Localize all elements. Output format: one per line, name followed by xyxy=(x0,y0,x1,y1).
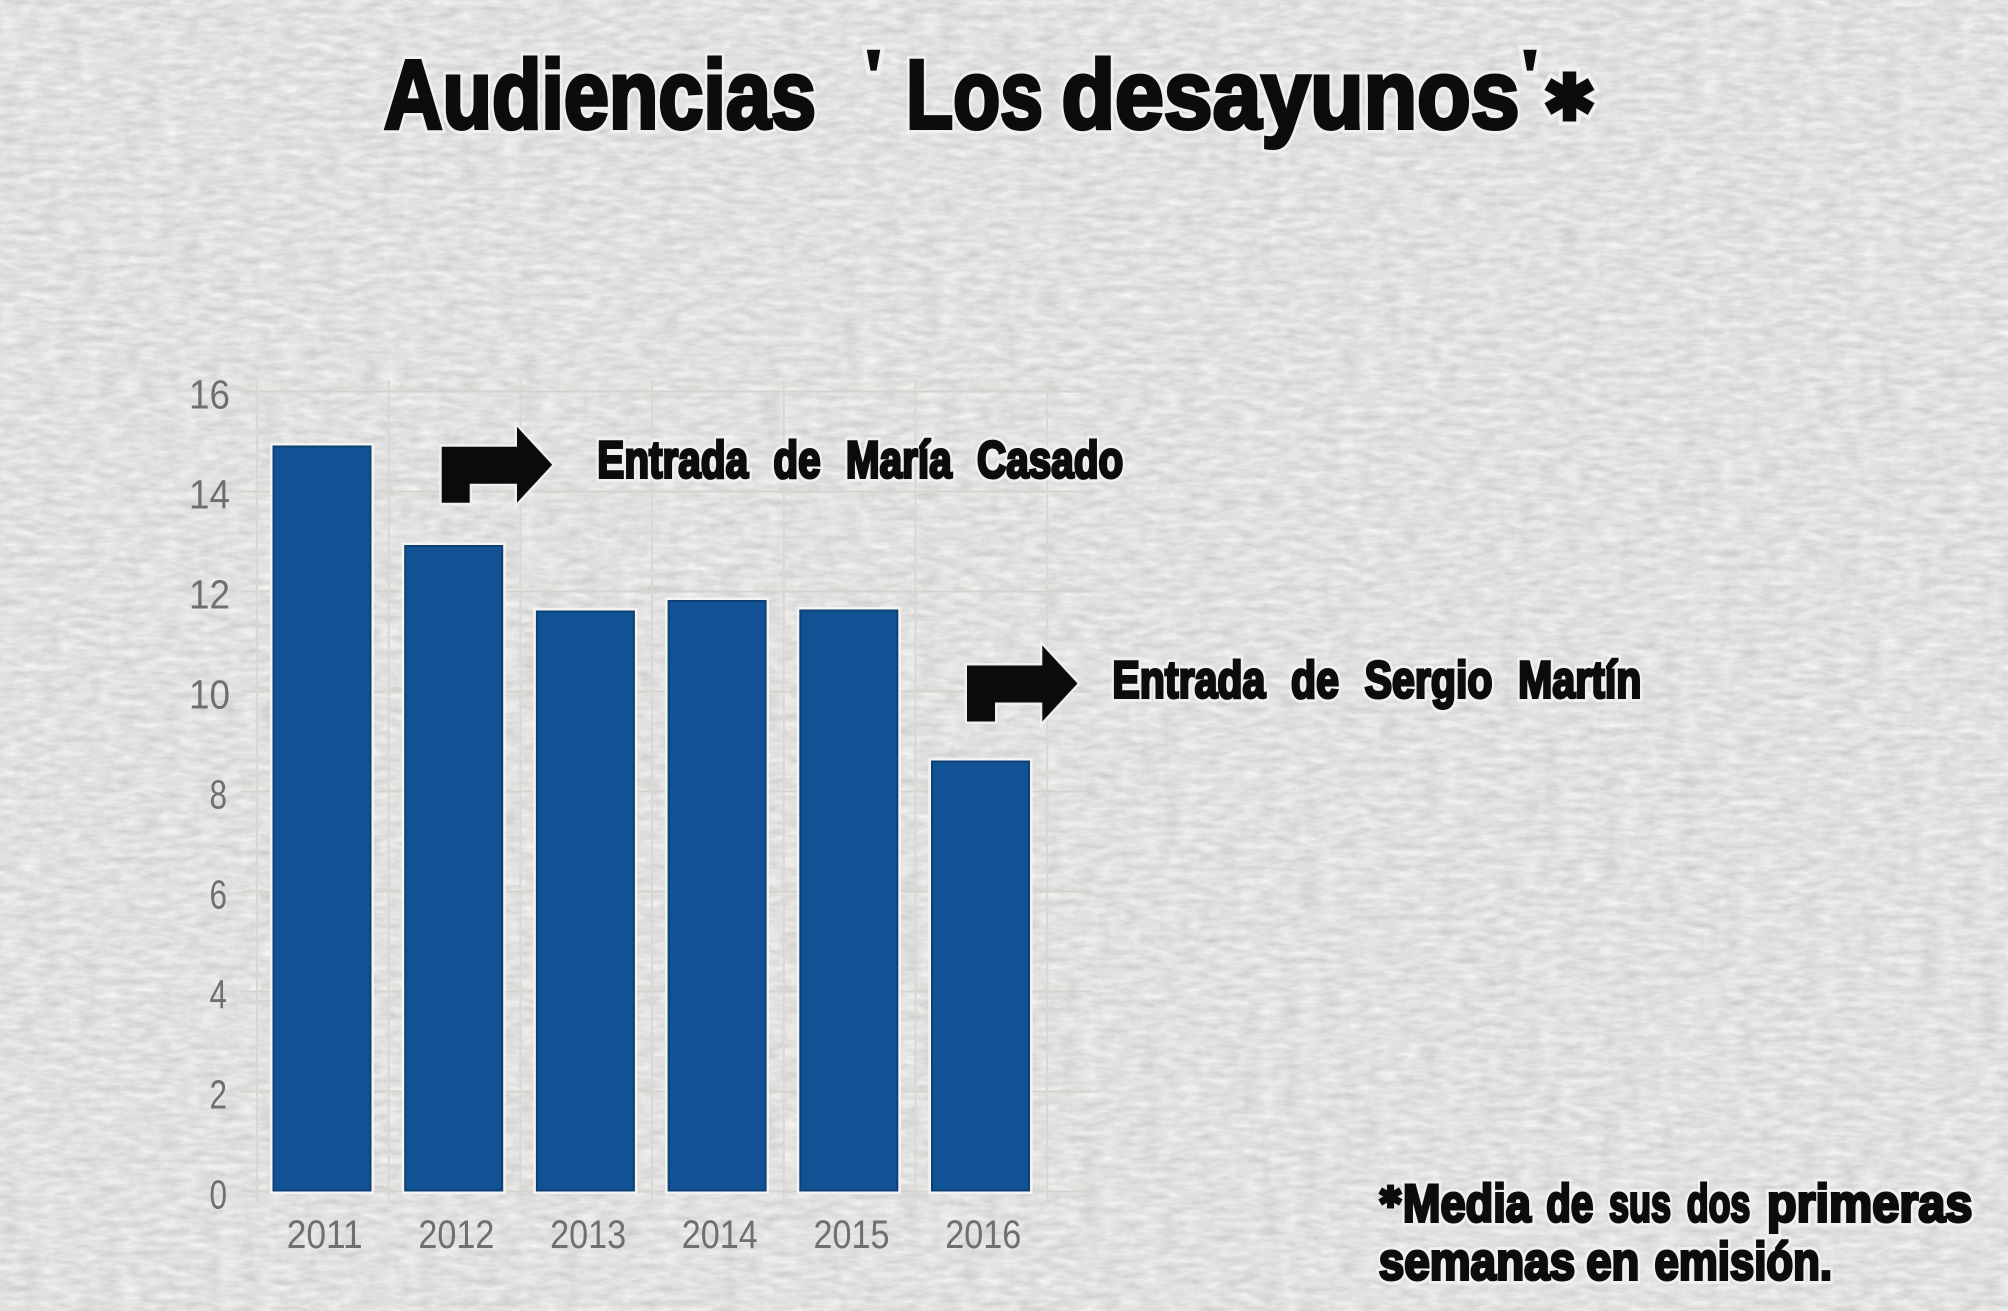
svg-text:Entrada de María Casado: Entrada de María Casado xyxy=(597,431,1123,489)
svg-text:2013: 2013 xyxy=(550,1213,626,1257)
svg-text:Audiencias: Audiencias xyxy=(384,40,816,149)
svg-text:12: 12 xyxy=(189,572,230,618)
svg-text:2016: 2016 xyxy=(945,1213,1021,1257)
svg-text:Entrada de Sergio Martín: Entrada de Sergio Martín xyxy=(1112,652,1641,710)
svg-text:sus: sus xyxy=(1609,1175,1671,1234)
svg-text:6: 6 xyxy=(210,872,228,918)
svg-text:Media: Media xyxy=(1403,1175,1531,1234)
svg-text:en: en xyxy=(1586,1233,1639,1292)
svg-text:emisión.: emisión. xyxy=(1655,1233,1833,1292)
svg-text:4: 4 xyxy=(210,972,228,1018)
svg-text:en: en xyxy=(1586,1233,1639,1292)
svg-text:Los: Los xyxy=(906,40,1043,149)
svg-text:16: 16 xyxy=(189,372,230,418)
svg-text:semanas: semanas xyxy=(1379,1233,1576,1292)
svg-text:Los: Los xyxy=(906,40,1043,149)
svg-text:desayunos: desayunos xyxy=(1062,40,1520,149)
svg-text:14: 14 xyxy=(189,472,230,518)
svg-text:Audiencias: Audiencias xyxy=(384,40,816,149)
svg-text:de: de xyxy=(1546,1175,1593,1234)
svg-text:2015: 2015 xyxy=(814,1213,890,1257)
svg-text:2: 2 xyxy=(210,1072,228,1118)
svg-text:sus: sus xyxy=(1609,1175,1671,1234)
svg-text:primeras: primeras xyxy=(1767,1175,1973,1234)
svg-text:2014: 2014 xyxy=(682,1213,758,1257)
svg-text:Entrada de Sergio Martín: Entrada de Sergio Martín xyxy=(1112,652,1641,710)
svg-text:10: 10 xyxy=(189,672,230,718)
svg-text:0: 0 xyxy=(210,1172,228,1218)
svg-text:dos: dos xyxy=(1687,1175,1751,1234)
svg-text:desayunos: desayunos xyxy=(1062,40,1520,149)
svg-text:semanas: semanas xyxy=(1379,1233,1576,1292)
svg-text:de: de xyxy=(1546,1175,1593,1234)
svg-text:8: 8 xyxy=(210,772,228,818)
svg-text:2012: 2012 xyxy=(418,1213,494,1257)
svg-text:primeras: primeras xyxy=(1767,1175,1973,1234)
svg-text:Media: Media xyxy=(1403,1175,1531,1234)
svg-text:2011: 2011 xyxy=(287,1213,363,1257)
svg-text:dos: dos xyxy=(1687,1175,1751,1234)
svg-text:Entrada de María Casado: Entrada de María Casado xyxy=(597,431,1123,489)
svg-text:emisión.: emisión. xyxy=(1655,1233,1833,1292)
